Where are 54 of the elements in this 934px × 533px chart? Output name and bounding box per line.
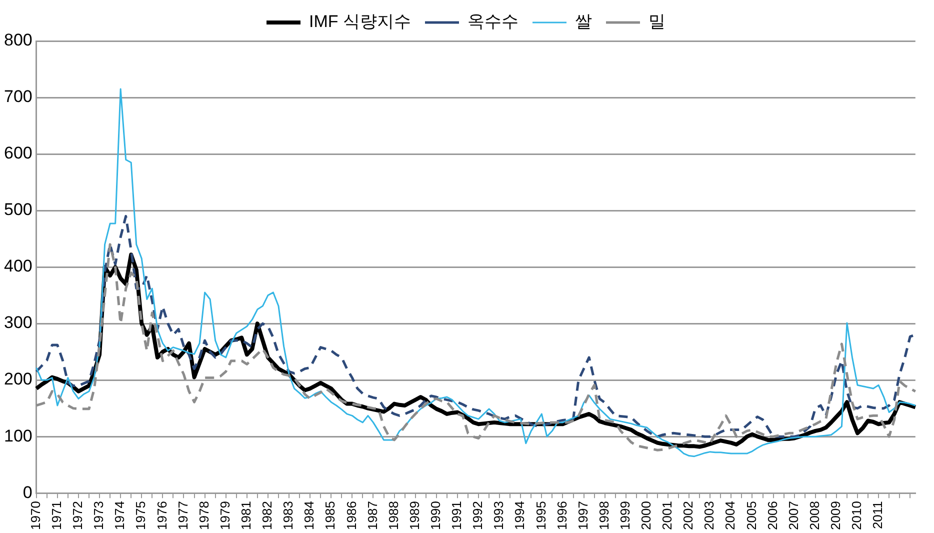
x-tick-label: 1985 <box>322 501 338 530</box>
legend-label: 밀 <box>648 12 666 32</box>
x-tick-label: 1977 <box>175 501 190 530</box>
y-tick-label: 0 <box>22 482 32 502</box>
y-tick-label: 700 <box>4 87 32 106</box>
x-tick-label: 1995 <box>533 501 548 530</box>
x-tick-label: 1972 <box>70 501 86 530</box>
y-tick-label: 400 <box>4 256 32 276</box>
y-tick-label: 200 <box>4 370 32 389</box>
x-tick-label: 1998 <box>596 501 612 530</box>
x-tick-label: 1988 <box>386 501 401 530</box>
x-tick-label: 1974 <box>112 501 128 530</box>
x-tick-label: 1976 <box>154 501 170 530</box>
x-tick-label: 1979 <box>217 501 232 530</box>
y-tick-label: 600 <box>4 144 32 163</box>
x-tick-label: 2000 <box>638 501 654 530</box>
x-tick-label: 1982 <box>260 501 275 530</box>
x-tick-label: 2011 <box>870 501 886 530</box>
x-tick-label: 1973 <box>91 501 106 530</box>
x-tick-label: 1999 <box>617 501 632 530</box>
x-tick-label: 1990 <box>428 501 443 530</box>
x-tick-label: 2008 <box>806 501 822 530</box>
x-tick-label: 1989 <box>406 501 422 530</box>
y-tick-label: 800 <box>4 30 32 50</box>
x-tick-label: 2002 <box>680 501 696 530</box>
x-tick-label: 2006 <box>764 501 780 530</box>
y-tick-label: 300 <box>4 313 32 332</box>
x-tick-label: 1992 <box>470 501 486 530</box>
x-tick-label: 2004 <box>722 501 738 530</box>
x-tick-label: 2007 <box>786 501 801 530</box>
x-tick-label: 2001 <box>660 501 675 530</box>
x-tick-label: 1997 <box>575 501 590 530</box>
x-tick-label: 2003 <box>702 501 717 530</box>
x-tick-label: 1996 <box>554 501 570 530</box>
x-tick-label: 1978 <box>196 501 212 530</box>
x-tick-label: 1987 <box>364 501 380 530</box>
y-tick-label: 100 <box>4 426 32 446</box>
x-tick-label: 1981 <box>238 501 254 530</box>
legend-label: 옥수수 <box>467 12 518 32</box>
x-tick-label: 1986 <box>344 501 359 530</box>
x-tick-label: 1993 <box>491 501 506 530</box>
x-tick-label: 1984 <box>302 501 317 530</box>
x-tick-label: 1994 <box>512 501 528 530</box>
x-tick-label: 2005 <box>744 501 759 530</box>
legend-label: 쌀 <box>574 12 592 32</box>
x-tick-label: 1991 <box>449 501 464 530</box>
x-tick-label: 2010 <box>849 501 864 530</box>
x-tick-label: 1983 <box>280 501 296 530</box>
x-tick-label: 1975 <box>133 501 148 530</box>
x-tick-label: 1970 <box>28 501 43 530</box>
x-tick-label: 2009 <box>828 501 844 530</box>
x-tick-label: 1971 <box>48 501 64 530</box>
y-tick-label: 500 <box>4 200 32 220</box>
legend-label: IMF 식량지수 <box>309 12 412 32</box>
